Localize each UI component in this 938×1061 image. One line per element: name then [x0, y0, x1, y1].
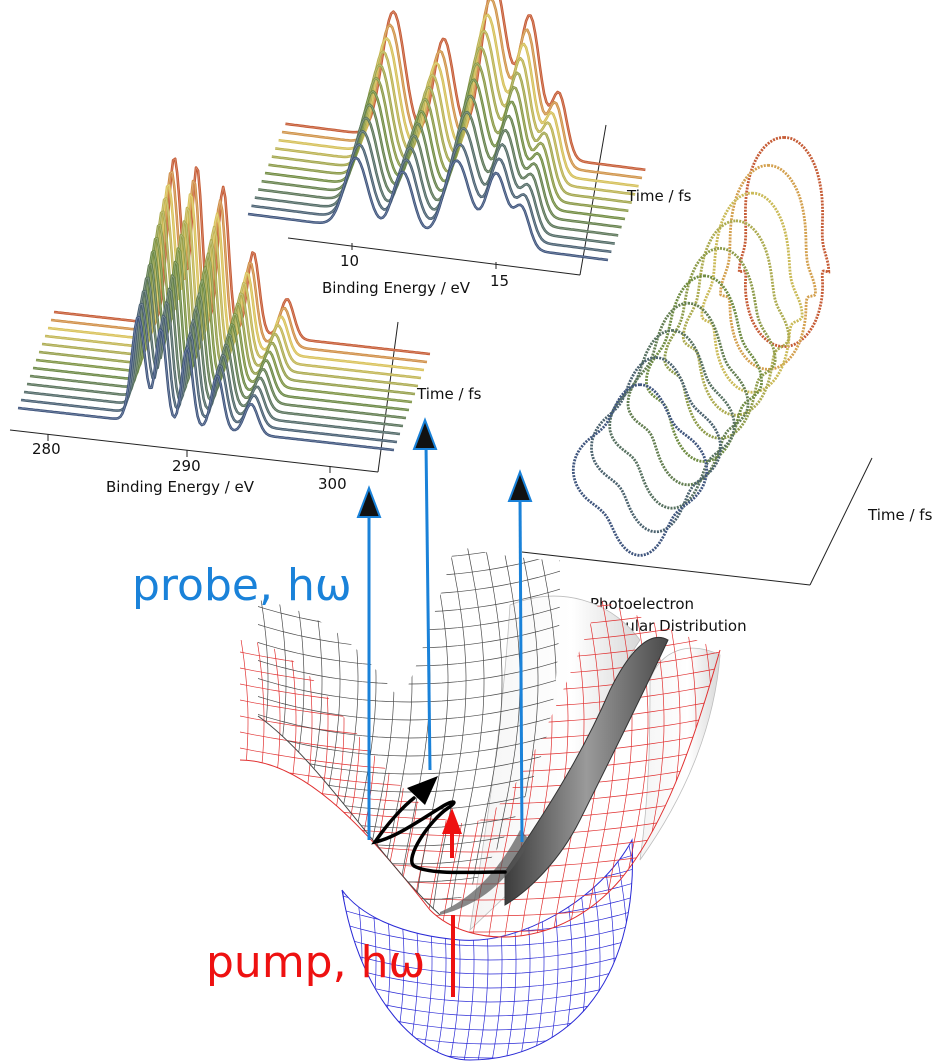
mesh-line [294, 600, 329, 938]
mesh-line [258, 891, 560, 915]
spectrum-trace [254, 127, 615, 245]
mesh-line [342, 933, 633, 961]
pad-loop [700, 191, 804, 394]
pad-floor-line [521, 551, 811, 586]
pad-loop [719, 163, 817, 371]
pad-title-line1: Photoelectron [590, 595, 694, 613]
probe-arrow-icon [507, 469, 533, 843]
uv-time-axis-line [579, 124, 607, 276]
mesh-line [582, 600, 617, 938]
mesh-line [258, 729, 560, 757]
spectrum-trace [247, 156, 609, 262]
excited-state-rear-lobe [639, 647, 721, 861]
mesh-line [623, 840, 633, 1060]
pad-time-axis-label: Time / fs [867, 506, 933, 524]
mesh-line [431, 545, 467, 915]
mesh-line [240, 600, 265, 938]
mesh-line [342, 947, 633, 975]
spectrum-trace [258, 110, 619, 237]
spectrum-trace-highlight [285, 0, 646, 171]
spectrum-trace-highlight [261, 95, 622, 228]
uv-trace-group [247, 0, 646, 262]
mesh-line [694, 600, 720, 938]
mesh-line [467, 545, 503, 915]
probe-arrow-icon [356, 485, 382, 840]
xray-tick-label-280: 280 [32, 440, 61, 458]
uv-photoelectron-spectra: 10 15 Binding Energy / eV Time / fs [247, 0, 692, 297]
pad-loop [644, 274, 764, 463]
spectrum-trace [251, 143, 612, 254]
mesh-line [413, 545, 449, 915]
conical-intersection-ribbon [504, 637, 669, 906]
photoelectron-angular-distribution: Time / fs Photoelectron Angular Distribu… [521, 136, 933, 635]
xray-tick-label-290: 290 [172, 457, 201, 475]
pad-loop [626, 301, 750, 487]
spectrum-trace-highlight [281, 0, 643, 179]
wavepacket-path-icon [371, 776, 507, 875]
spectrum-trace-highlight [17, 316, 395, 451]
mesh-line [246, 600, 281, 938]
mesh-line [342, 919, 633, 947]
xray-time-axis-label: Time / fs [416, 385, 482, 403]
mesh-line [342, 961, 633, 989]
mesh-line [310, 600, 345, 938]
uv-time-axis-label: Time / fs [626, 187, 692, 205]
mesh-line [250, 514, 570, 540]
mesh-line [258, 545, 560, 559]
mesh-line [258, 711, 560, 739]
probe-label: probe, hω [132, 560, 352, 611]
spectrum-trace-highlight [264, 79, 626, 220]
spectrum-trace-highlight [258, 111, 619, 236]
mesh-line [258, 675, 560, 703]
probe-arrow-icon [412, 417, 438, 771]
mesh-line [359, 545, 395, 915]
xray-energy-axis-line [9, 429, 379, 473]
spectrum-trace [285, 0, 646, 172]
pad-loop [681, 219, 791, 417]
mesh-line [449, 545, 485, 915]
uv-energy-axis-label: Binding Energy / eV [322, 279, 471, 297]
xray-trace-group [17, 157, 431, 452]
pump-arrows [442, 808, 462, 997]
spectrum-trace-highlight [254, 127, 615, 244]
xray-time-axis-line [377, 321, 399, 473]
spectrum-trace [281, 0, 643, 180]
mesh-line [390, 600, 425, 938]
mesh-line [710, 600, 720, 938]
pad-loop-group [571, 136, 831, 557]
mesh-line [358, 600, 393, 938]
pad-loop [737, 136, 831, 349]
uv-tick-label-10: 10 [340, 252, 359, 270]
uv-tick-label-15: 15 [490, 272, 509, 290]
mesh-line [258, 657, 560, 685]
spectrum-trace-highlight [251, 144, 612, 253]
pump-arrow-icon [442, 808, 462, 858]
spectrum-trace [261, 94, 622, 229]
pad-loop [571, 383, 709, 557]
pad-title-line2: Angular Distribution [596, 617, 747, 635]
xray-photoelectron-spectra: 280 290 300 Binding Energy / eV Time / f… [9, 157, 482, 496]
spectrum-trace [264, 78, 626, 221]
spectrum-trace-highlight [247, 157, 609, 261]
uv-energy-axis-line [287, 237, 581, 276]
xray-tick-label-300: 300 [318, 475, 347, 493]
pad-time-axis-line [809, 457, 873, 586]
xray-energy-axis-label: Binding Energy / eV [106, 478, 255, 496]
probe-arrows [356, 417, 533, 843]
pad-loop [590, 356, 722, 534]
mesh-line [258, 693, 560, 721]
mesh-line [240, 600, 249, 938]
pad-loop [663, 246, 777, 440]
pump-label: pump, hω [206, 937, 425, 988]
spectrum-trace [17, 316, 395, 452]
mesh-line [342, 975, 633, 1003]
